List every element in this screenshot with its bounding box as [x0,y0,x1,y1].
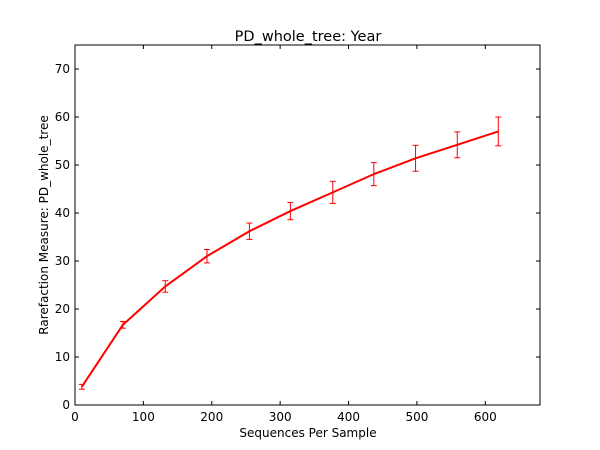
plot-frame [74,44,541,406]
x-tick-label: 200 [200,410,223,424]
x-tick-label: 500 [405,410,428,424]
y-axis-label: Rarefaction Measure: PD_whole_tree [37,115,51,334]
x-tick-label: 0 [71,410,79,424]
chart-title: PD_whole_tree: Year [235,29,382,45]
y-tick-label: 60 [55,110,70,124]
y-tick-label: 0 [62,398,70,412]
x-tick-label: 100 [132,410,155,424]
y-tick-label: 40 [55,206,70,220]
y-tick-label: 10 [55,350,70,364]
x-tick-label: 600 [474,410,497,424]
x-axis-label: Sequences Per Sample [239,426,376,440]
x-tick-label: 400 [337,410,360,424]
y-tick-label: 20 [55,302,70,316]
series-line [81,130,499,388]
x-tick-label: 300 [269,410,292,424]
y-tick-label: 30 [55,254,70,268]
y-tick-label: 70 [55,62,70,76]
y-tick-label: 50 [55,158,70,172]
